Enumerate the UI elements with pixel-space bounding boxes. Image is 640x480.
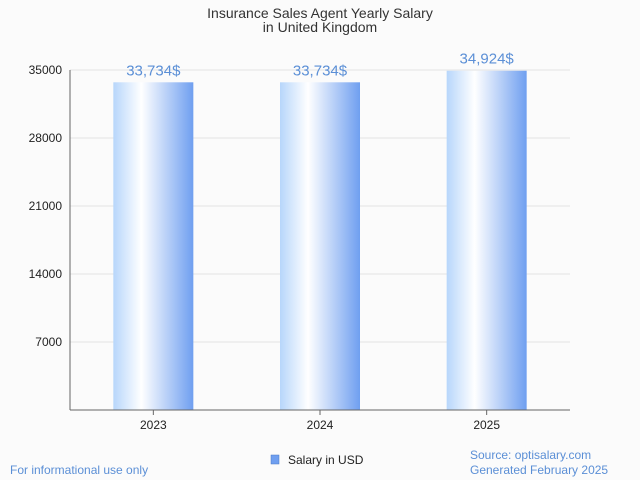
data-label-2024: 33,734$ <box>293 62 348 79</box>
y-tick-label: 28000 <box>29 131 63 145</box>
legend-swatch <box>270 454 280 465</box>
x-tick-label: 2025 <box>473 418 500 432</box>
footer-disclaimer: For informational use only <box>10 463 148 477</box>
bar-2025[interactable] <box>446 70 527 411</box>
y-tick-label: 7000 <box>35 335 62 349</box>
x-tick-label: 2023 <box>140 418 167 432</box>
legend-label: Salary in USD <box>288 453 364 467</box>
legend[interactable]: Salary in USD <box>270 453 364 467</box>
footer-generated: Generated February 2025 <box>470 463 608 477</box>
y-tick-label: 21000 <box>29 199 63 213</box>
footer-source: Source: optisalary.com <box>470 448 591 462</box>
y-tick-label: 14000 <box>29 267 63 281</box>
data-label-2023: 33,734$ <box>126 62 181 79</box>
bar-layer: 33,734$ 33,734$ 34,924$ <box>113 51 527 411</box>
axis-layer: 7000 14000 21000 28000 35000 2023 2024 2025 <box>29 63 570 432</box>
bar-2024[interactable] <box>280 82 360 411</box>
data-label-2025: 34,924$ <box>460 51 515 68</box>
y-tick-label: 35000 <box>29 63 63 77</box>
chart-subtitle: in United Kingdom <box>263 19 377 35</box>
x-tick-label: 2024 <box>307 418 334 432</box>
bar-2023[interactable] <box>113 82 194 411</box>
chart-title: Insurance Sales Agent Yearly Salary <box>207 5 433 21</box>
